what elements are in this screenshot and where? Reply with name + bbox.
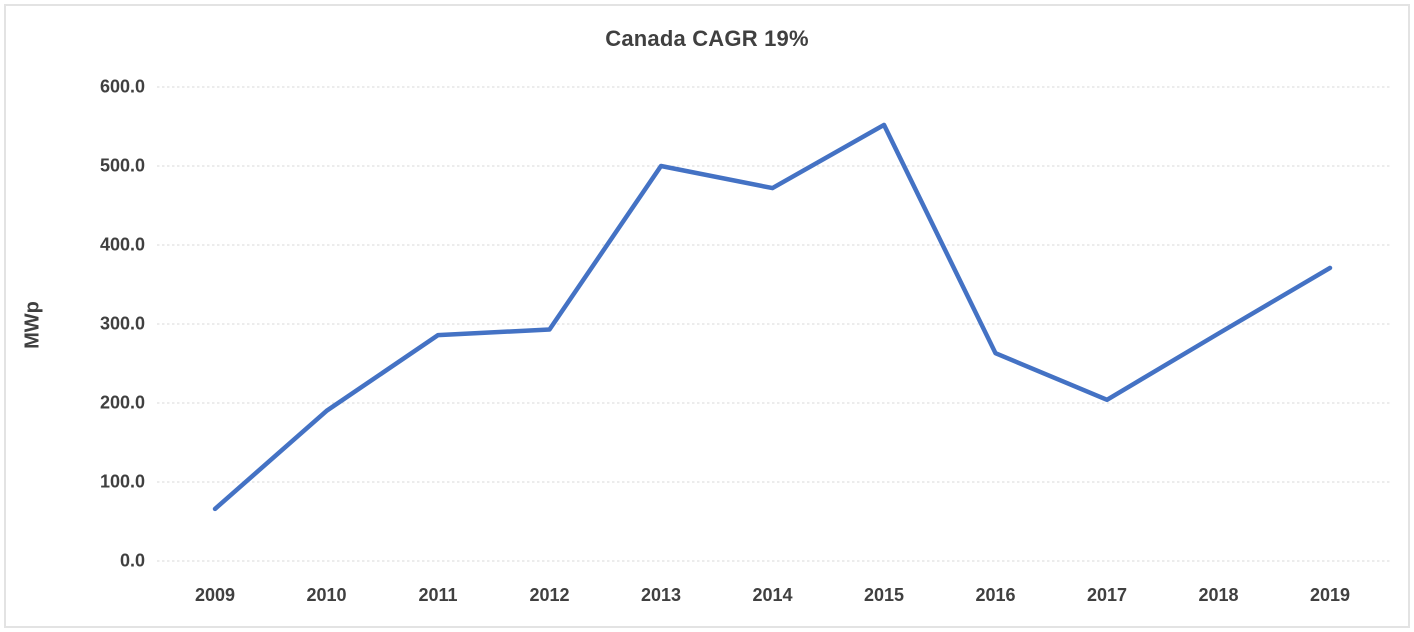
x-tick-label: 2014 [752,585,793,605]
x-tick-label: 2013 [640,585,682,605]
x-tick-label: 2017 [1086,585,1128,605]
x-tick-label: 2012 [529,585,570,605]
x-tick-label: 2009 [194,585,236,605]
y-tick-label: 100.0 [99,471,145,492]
data-series-line [212,122,1333,512]
y-tick-label: 600.0 [99,76,145,97]
y-tick-label: 200.0 [99,392,145,413]
x-tick-label: 2010 [306,585,347,605]
x-tick-label: 2011 [418,585,458,605]
x-tick-label: 2019 [1309,585,1351,605]
y-tick-label: 0.0 [119,550,145,571]
x-tick-label: 2015 [863,585,905,605]
y-tick-label: 300.0 [99,313,145,334]
y-tick-label: 400.0 [99,234,145,255]
x-tick-label: 2016 [975,585,1016,605]
chart-title: Canada CAGR 19% [605,26,809,51]
x-tick-label: 2018 [1198,585,1239,605]
y-tick-label: 500.0 [99,155,145,176]
